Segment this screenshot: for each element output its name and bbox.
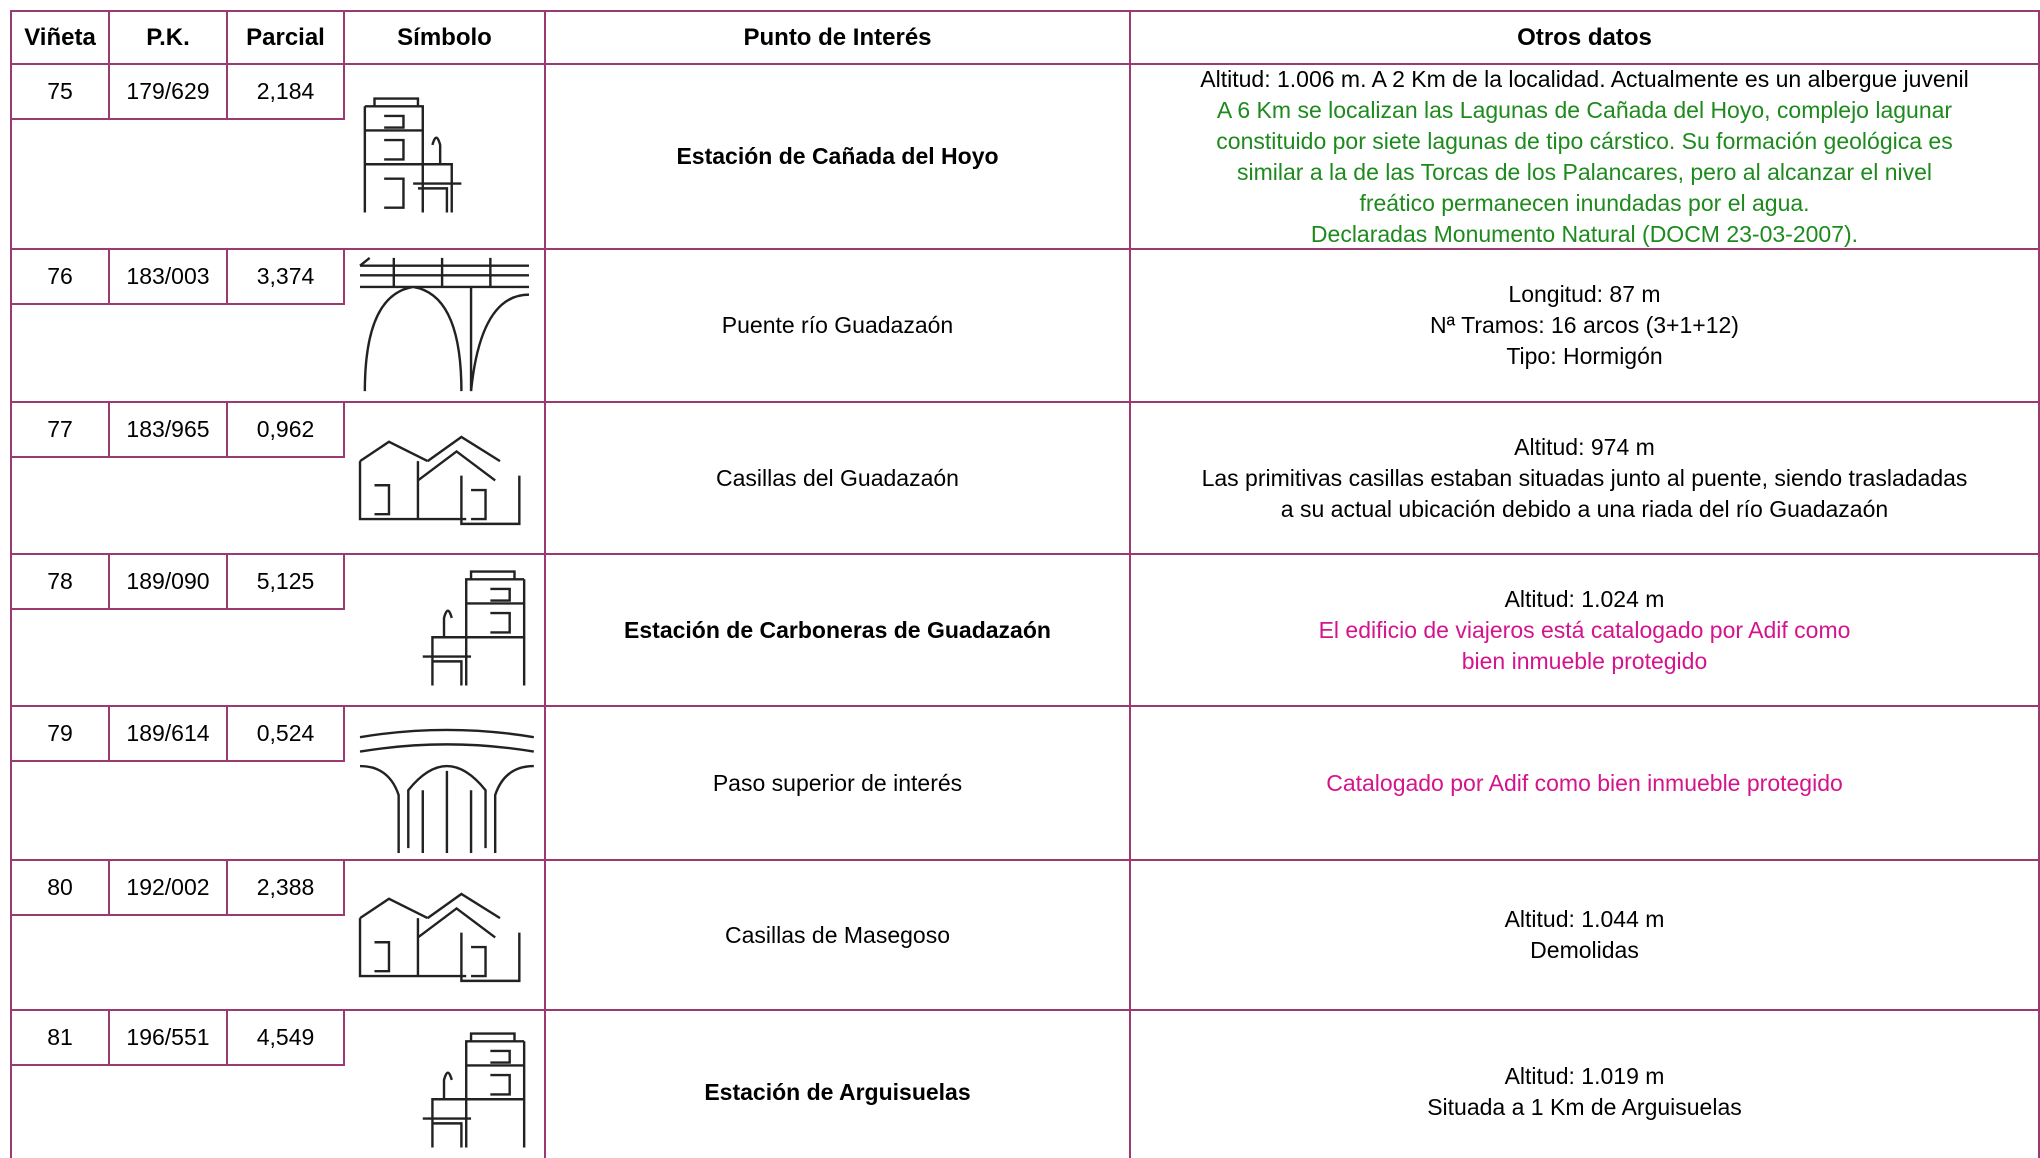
point-of-interest: Puente río Guadazaón bbox=[546, 250, 1131, 403]
point-of-interest: Casillas de Masegoso bbox=[546, 861, 1131, 1011]
vineta-cell: 80 bbox=[10, 861, 110, 916]
header-cell: Otros datos bbox=[1131, 10, 2040, 65]
parcial-cell: 2,184 bbox=[228, 65, 345, 120]
other-data-line: Altitud: 1.019 m bbox=[1504, 1063, 1665, 1089]
header-cell: P.K. bbox=[110, 10, 228, 65]
other-data: Altitud: 1.044 m Demolidas bbox=[1131, 861, 2040, 1011]
vineta-cell: 79 bbox=[10, 707, 110, 762]
symbol-cell bbox=[345, 1011, 546, 1158]
header-cell: Símbolo bbox=[345, 10, 546, 65]
vineta-cell: 81 bbox=[10, 1011, 110, 1066]
symbol-cell bbox=[345, 555, 546, 707]
symbol-icon bbox=[358, 892, 521, 983]
point-of-interest: Estación de Arguisuelas bbox=[546, 1011, 1131, 1158]
header-cell: Punto de Interés bbox=[546, 10, 1131, 65]
row-left-block bbox=[10, 707, 345, 861]
other-data-line: constituido por siete lagunas de tipo cá… bbox=[1216, 127, 1953, 154]
parcial-cell: 2,388 bbox=[228, 861, 345, 916]
parcial-cell: 0,524 bbox=[228, 707, 345, 762]
parcial-cell: 5,125 bbox=[228, 555, 345, 610]
other-data-line: Altitud: 1.006 m. A 2 Km de la localidad… bbox=[1200, 65, 1969, 92]
symbol-cell bbox=[345, 861, 546, 1011]
row-left-block bbox=[10, 250, 345, 403]
row-left-block bbox=[10, 555, 345, 707]
other-data-line: Demolidas bbox=[1530, 937, 1639, 963]
other-data-line: Catalogado por Adif como bien inmueble p… bbox=[1326, 769, 1843, 796]
other-data: Altitud: 1.006 m. A 2 Km de la localidad… bbox=[1131, 65, 2040, 250]
point-of-interest: Casillas del Guadazaón bbox=[546, 403, 1131, 555]
symbol-icon bbox=[359, 256, 529, 391]
symbol-icon bbox=[358, 435, 521, 526]
pk-cell: 189/614 bbox=[110, 707, 228, 762]
header-cell: Viñeta bbox=[10, 10, 110, 65]
row-left-block bbox=[10, 65, 345, 250]
symbol-cell bbox=[345, 707, 546, 861]
point-of-interest: Estación de Cañada del Hoyo bbox=[546, 65, 1131, 250]
symbol-cell bbox=[345, 403, 546, 555]
symbol-icon bbox=[359, 728, 535, 853]
pk-cell: 183/003 bbox=[110, 250, 228, 305]
symbol-cell bbox=[345, 250, 546, 403]
row-left-block bbox=[10, 1011, 345, 1158]
parcial-cell: 4,549 bbox=[228, 1011, 345, 1066]
parcial-cell: 0,962 bbox=[228, 403, 345, 458]
other-data: Altitud: 1.019 m Situada a 1 Km de Arguis… bbox=[1131, 1011, 2040, 1158]
other-data-line: Declaradas Monumento Natural (DOCM 23-03… bbox=[1310, 220, 1859, 247]
vineta-cell: 76 bbox=[10, 250, 110, 305]
row-left-block bbox=[10, 861, 345, 1011]
row-left-block bbox=[10, 403, 345, 555]
symbol-cell bbox=[345, 65, 546, 250]
other-data: Longitud: 87 m Nª Tramos: 16 arcos (3+1+1… bbox=[1131, 250, 2040, 403]
pk-cell: 189/090 bbox=[110, 555, 228, 610]
pk-cell: 196/551 bbox=[110, 1011, 228, 1066]
pk-cell: 192/002 bbox=[110, 861, 228, 916]
other-data-line: Altitud: 974 m bbox=[1514, 433, 1655, 460]
pk-cell: 179/629 bbox=[110, 65, 228, 120]
other-data-line: Longitud: 87 m bbox=[1508, 281, 1661, 307]
other-data-line: Tipo: Hormigón bbox=[1506, 343, 1663, 369]
point-of-interest: Paso superior de interés bbox=[546, 707, 1131, 861]
symbol-icon bbox=[363, 96, 462, 213]
other-data-line: Altitud: 1.024 m bbox=[1504, 585, 1665, 612]
other-data-line: A 6 Km se localizan las Lagunas de Cañad… bbox=[1216, 96, 1953, 123]
other-data-line: a su actual ubicación debido a una riada… bbox=[1280, 495, 1889, 522]
vineta-cell: 75 bbox=[10, 65, 110, 120]
vineta-cell: 77 bbox=[10, 403, 110, 458]
other-data-line: Nª Tramos: 16 arcos (3+1+12) bbox=[1430, 312, 1739, 338]
other-data-line: bien inmueble protegido bbox=[1461, 647, 1708, 674]
other-data: Catalogado por Adif como bien inmueble p… bbox=[1131, 707, 2040, 861]
header-cell: Parcial bbox=[228, 10, 345, 65]
pk-cell: 183/965 bbox=[110, 403, 228, 458]
vineta-cell: 78 bbox=[10, 555, 110, 610]
other-data-line: Situada a 1 Km de Arguisuelas bbox=[1427, 1094, 1742, 1120]
other-data-line: freático permanecen inundadas por el agu… bbox=[1359, 189, 1810, 216]
point-of-interest: Estación de Carboneras de Guadazaón bbox=[546, 555, 1131, 707]
other-data-line: Altitud: 1.044 m bbox=[1504, 906, 1665, 932]
symbol-icon bbox=[422, 570, 526, 686]
other-data-line: El edificio de viajeros está catalogado … bbox=[1318, 616, 1851, 643]
other-data: Altitud: 1.024 m El edificio de viajeros … bbox=[1131, 555, 2040, 707]
symbol-icon bbox=[422, 1032, 526, 1148]
other-data-line: similar a la de las Torcas de los Palanc… bbox=[1236, 158, 1933, 185]
parcial-cell: 3,374 bbox=[228, 250, 345, 305]
other-data: Altitud: 974 m Las primitivas casillas es… bbox=[1131, 403, 2040, 555]
other-data-line: Las primitivas casillas estaban situadas… bbox=[1201, 464, 1968, 491]
